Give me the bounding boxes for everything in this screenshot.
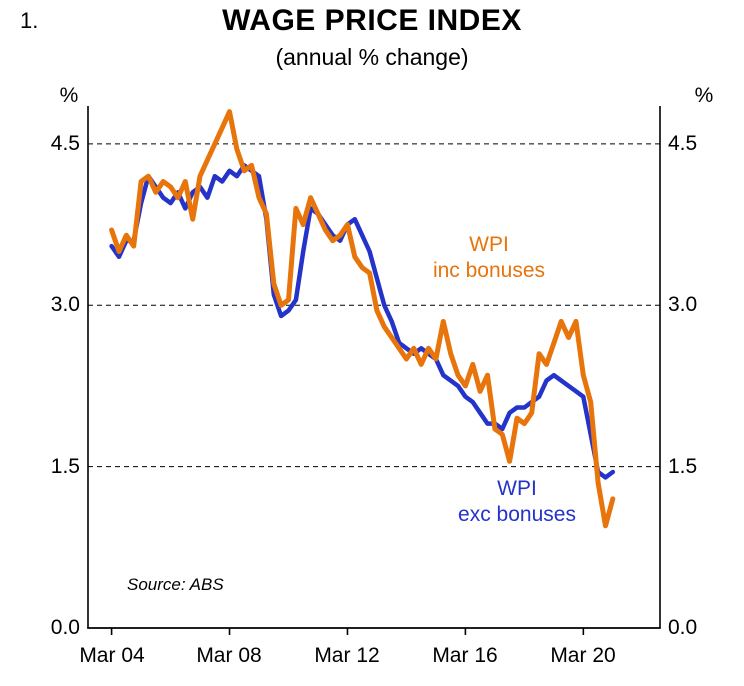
y-tick-left-1-5: 1.5: [50, 455, 80, 478]
y-tick-right-4-5: 4.5: [668, 132, 698, 155]
y-tick-right-0-0: 0.0: [668, 616, 698, 639]
y-axis-unit-right: %: [694, 84, 714, 107]
series-label-inc-line2: inc bonuses: [432, 259, 546, 282]
y-tick-left-4-5: 4.5: [50, 132, 80, 155]
y-tick-left-0-0: 0.0: [50, 616, 80, 639]
series-line-wpi-inc-bonuses: [109, 109, 616, 529]
x-tick-mar-12: Mar 12: [314, 644, 380, 667]
chart-title: WAGE PRICE INDEX: [222, 4, 522, 37]
series-label-exc-line2: exc bonuses: [458, 503, 576, 526]
y-tick-right-1-5: 1.5: [668, 455, 698, 478]
series-label-inc-line1: WPI: [469, 233, 509, 256]
x-tick-mar-20: Mar 20: [550, 644, 616, 667]
y-axis-unit-left: %: [59, 84, 79, 107]
x-tick-mar-08: Mar 08: [196, 644, 262, 667]
figure-number: 1.: [20, 8, 39, 33]
x-tick-mar-04: Mar 04: [79, 644, 145, 667]
series-line-wpi-exc-bonuses: [109, 163, 616, 480]
series-label-wpi-exc-bonuses: WPI exc bonuses: [437, 476, 597, 528]
chart-subtitle: (annual % change): [275, 44, 469, 70]
y-tick-right-3-0: 3.0: [668, 293, 698, 316]
source-note: Source: ABS: [127, 575, 224, 594]
series-label-exc-line1: WPI: [497, 477, 537, 500]
x-tick-mar-16: Mar 16: [432, 644, 498, 667]
y-tick-left-3-0: 3.0: [50, 293, 80, 316]
series-label-wpi-inc-bonuses: WPI inc bonuses: [409, 232, 569, 284]
